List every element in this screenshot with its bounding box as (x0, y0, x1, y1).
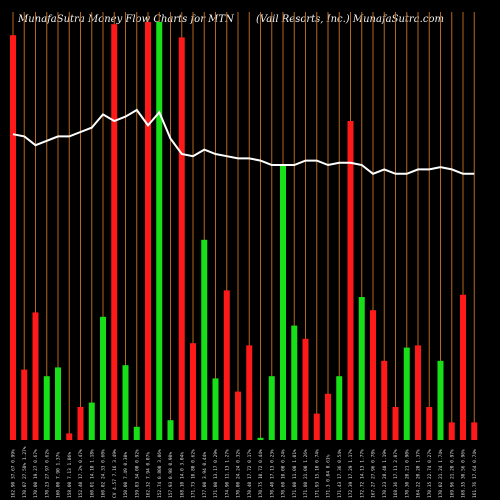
bar (55, 367, 61, 440)
x-tick-label: 152.40 17.2% 0.47% (78, 449, 84, 498)
x-tick-label: 171.3 0.04 0.61% (326, 454, 332, 498)
x-tick-label: 164.22 20.20 1.37% (416, 449, 422, 498)
x-tick-label: 162.32 7.94 0.07% (146, 452, 152, 498)
bar (381, 360, 388, 440)
bar (392, 407, 399, 440)
x-tick-label: 170.02 21.24 1.74% (438, 449, 444, 498)
bar (88, 402, 95, 440)
x-tick-label: 171.80 21.00 1.26% (303, 449, 309, 498)
x-tick-label: 150.00 7.49 0.30% (123, 452, 129, 498)
bar (122, 365, 129, 440)
bar (201, 239, 208, 440)
bar (426, 407, 433, 440)
x-tick-label: 157.93 0.98 0.90% (168, 452, 174, 498)
x-tick-label: 160.01 14.10 1.18% (89, 449, 95, 498)
x-tick-label: 171.73 10.80 0.62% (191, 449, 197, 498)
bar (358, 297, 365, 440)
x-tick-label: 170.00 19.27 0.67% (33, 449, 39, 498)
bar-series (10, 22, 478, 441)
bar (100, 316, 106, 440)
x-tick-label: 170.35 22.74 0.27% (427, 449, 433, 498)
x-tick-label: 160.02 24.33 0.60% (101, 449, 107, 498)
x-tick-label: 168.36 17.11 2.07% (393, 449, 399, 498)
bar (370, 310, 376, 440)
price-line (12, 108, 475, 175)
bar (325, 393, 331, 440)
x-tick-label: 159.83 34.00 0.92% (134, 449, 140, 498)
x-tick-label: 170.23 27.97 0.62% (44, 449, 50, 498)
x-tick-label: 170.60 10.00 0.24% (281, 449, 287, 498)
bar (403, 347, 410, 440)
bar (32, 312, 39, 440)
x-tick-label: 171.43 17.36 0.54% (337, 449, 343, 498)
x-tick-label: 162.90 37.67 0.99% (11, 449, 17, 498)
x-tick-label: 172.72 14.13 1.77% (359, 449, 365, 498)
x-tick-label: 170.40 17.72 0.17% (247, 449, 253, 498)
x-tick-label: 170.00 24.24 0.32% (236, 449, 242, 498)
bar (43, 376, 50, 440)
bar (111, 24, 118, 440)
bar (448, 422, 455, 440)
bar (145, 22, 151, 440)
x-tick-label: 174.90 11.13 1.27% (224, 449, 230, 498)
x-tick-label: 168.35 30.56 0.96% (461, 449, 467, 498)
x-tick-label: 161.76 17.64 0.74% (472, 449, 478, 498)
x-tick-label: 170.07 27.58% 1.27% (22, 446, 28, 498)
bar (77, 407, 84, 440)
x-tick-label: 167.27 27.96 0.78% (371, 449, 377, 498)
x-tick-label: 152.74 0.800 3.06% (157, 449, 163, 498)
bar (291, 325, 298, 440)
bar (178, 37, 185, 441)
bar (167, 420, 174, 440)
bar (66, 433, 73, 440)
x-tick-label: 160.00 7.90 1.37% (56, 452, 62, 498)
x-tick-label: 170.75 10.72 0.44% (258, 449, 264, 498)
x-tick-label: CV 4.57 7.16 3.49% (112, 449, 118, 498)
bar (471, 422, 478, 440)
bar (460, 294, 466, 440)
bar (223, 290, 230, 440)
x-tick-label: 158.00 7.13 1.06% (67, 452, 73, 498)
x-tick-label: 171.00 11.00 1.01% (292, 449, 298, 498)
bar (437, 360, 444, 440)
x-tick-label: 171.93 15.10 0.74% (314, 449, 320, 498)
bar (246, 345, 253, 440)
x-tick-label: 177.00 3.94 0.44% (202, 452, 208, 498)
chart-subtitle: (Vail Resorts, Inc.) MunafaSutra.com (256, 14, 444, 25)
bar (21, 369, 28, 440)
x-tick-labels: 162.90 37.67 0.99% 170.07 27.58% 1.27% 170… (11, 446, 478, 498)
bar (257, 437, 264, 440)
bar (10, 35, 16, 440)
x-tick-label: 171.00 13.17 0.29% (213, 449, 219, 498)
x-tick-label: 172.39 17.29 1.17% (348, 449, 354, 498)
bar (336, 376, 343, 440)
bar (133, 426, 140, 440)
bar (415, 345, 421, 440)
bar (156, 22, 163, 440)
x-tick-label: 168.10 14.0 3.04% (179, 452, 185, 498)
bar (190, 343, 196, 440)
x-tick-label: 170.40 17.13 0.23% (269, 449, 275, 498)
bar (302, 338, 309, 440)
bar (212, 378, 219, 440)
bar (235, 391, 241, 440)
bar (347, 121, 354, 440)
bar (280, 165, 286, 440)
price-line-layer (12, 108, 475, 175)
bar (268, 376, 275, 440)
x-tick-label: 169.96 21.20 0.97% (449, 449, 455, 498)
x-tick-label: 170.30 20.21 0.90% (404, 449, 410, 498)
x-tick-label: 170.23 28.40 1.19% (382, 449, 388, 498)
bar (313, 413, 320, 440)
